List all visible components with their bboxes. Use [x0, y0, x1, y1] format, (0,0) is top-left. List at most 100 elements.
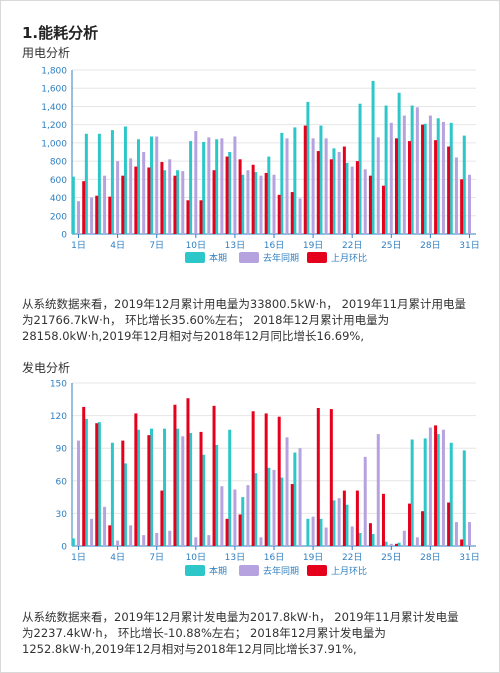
- bar: [454, 157, 458, 234]
- bar: [202, 141, 206, 234]
- x-tick-label: 1日: [71, 240, 86, 251]
- x-tick-label: 16日: [264, 552, 284, 563]
- bar: [142, 535, 146, 546]
- bar: [155, 532, 159, 546]
- bar: [384, 541, 388, 546]
- bar: [324, 527, 328, 546]
- bar: [90, 518, 94, 546]
- bar: [350, 526, 354, 546]
- power-use-summary-line: 从系统数据来看，2019年12月累计用电量为33800.5kW·h， 2019年…: [22, 297, 466, 311]
- legend-label: 去年同期: [263, 252, 299, 264]
- bar: [329, 409, 333, 546]
- x-tick-label: 28日: [420, 240, 440, 251]
- legend-swatch: [307, 565, 327, 576]
- bar: [319, 518, 323, 546]
- bar: [371, 80, 375, 235]
- bar: [136, 429, 140, 546]
- bar: [246, 485, 250, 546]
- bar: [254, 473, 258, 546]
- bar: [285, 138, 289, 234]
- bar: [264, 172, 268, 234]
- legend-label: 上月环比: [331, 252, 367, 264]
- bar: [84, 418, 88, 546]
- legend-swatch: [185, 565, 205, 576]
- bar: [389, 122, 393, 234]
- bar: [254, 172, 258, 234]
- y-tick-label: 90: [56, 445, 68, 455]
- bar: [251, 411, 255, 546]
- bar: [123, 463, 127, 546]
- bar: [467, 522, 471, 546]
- bar: [71, 176, 75, 234]
- power-gen-summary-line: 为2237.4kW·h， 环比增长-10.88%左右； 2018年12月累计发电…: [22, 626, 386, 640]
- power-use-subtitle: 用电分析: [22, 46, 71, 60]
- bar: [277, 416, 281, 546]
- bar: [136, 139, 140, 234]
- bar: [298, 198, 302, 234]
- power-use-chart: 0 200 400 600 800 1,000 1,200 1,400 1,600 1,800 1日…: [41, 67, 479, 265]
- y-tick-label: 150: [50, 380, 67, 390]
- bar: [421, 511, 425, 546]
- bar: [233, 489, 237, 546]
- legend-swatch: [307, 252, 327, 263]
- bar: [233, 136, 237, 234]
- bar: [303, 125, 307, 234]
- bar: [402, 530, 406, 546]
- bar: [355, 490, 359, 546]
- bar: [280, 132, 284, 234]
- x-tick-label: 10日: [186, 552, 206, 563]
- bar: [441, 121, 445, 234]
- bar: [129, 158, 133, 234]
- bar: [376, 137, 380, 234]
- bar: [186, 200, 190, 234]
- bar: [381, 185, 385, 234]
- bar: [460, 179, 464, 234]
- bar: [460, 539, 464, 546]
- bar: [329, 159, 333, 234]
- bar: [311, 516, 315, 546]
- bar: [410, 105, 414, 234]
- power-use-summary-line: 28158.0kW·h,2019年12月相对与2018年12月同比增长16.69…: [22, 329, 364, 343]
- bar: [332, 148, 336, 234]
- power-gen-summary: 从系统数据来看，2019年12月累计发电量为2017.8kW·h， 2019年1…: [22, 609, 484, 657]
- bar: [267, 156, 271, 234]
- bar: [84, 133, 88, 234]
- bar: [394, 138, 398, 234]
- bar: [176, 428, 180, 546]
- bar: [285, 437, 289, 546]
- bar: [277, 194, 281, 234]
- bar: [97, 422, 101, 546]
- bar: [103, 506, 107, 546]
- x-tick-label: 25日: [381, 240, 401, 251]
- bar: [306, 518, 310, 546]
- bar: [163, 428, 167, 546]
- bar: [316, 151, 320, 234]
- bar: [311, 138, 315, 234]
- bar: [358, 532, 362, 546]
- bar: [423, 123, 427, 234]
- bar: [384, 105, 388, 234]
- bar: [194, 537, 198, 546]
- bar: [350, 166, 354, 234]
- x-tick-label: 1日: [71, 552, 86, 563]
- bar: [241, 497, 245, 546]
- y-tick-label: 1,000: [41, 139, 67, 149]
- bar: [199, 200, 203, 234]
- bar: [371, 534, 375, 546]
- bar: [415, 107, 419, 234]
- bar: [202, 454, 206, 546]
- bar: [108, 525, 112, 546]
- bar: [77, 440, 81, 546]
- bar: [163, 170, 167, 234]
- bar: [423, 438, 427, 546]
- x-tick-label: 7日: [149, 240, 164, 251]
- bar: [267, 467, 271, 546]
- bar: [207, 137, 211, 234]
- bar: [110, 442, 114, 546]
- power-gen-summary-line: 从系统数据来看，2019年12月累计发电量为2017.8kW·h， 2019年1…: [22, 610, 459, 624]
- bar: [290, 484, 294, 546]
- bar: [428, 427, 432, 546]
- bar: [436, 118, 440, 234]
- bar: [337, 498, 341, 546]
- y-tick-label: 1,800: [41, 67, 67, 77]
